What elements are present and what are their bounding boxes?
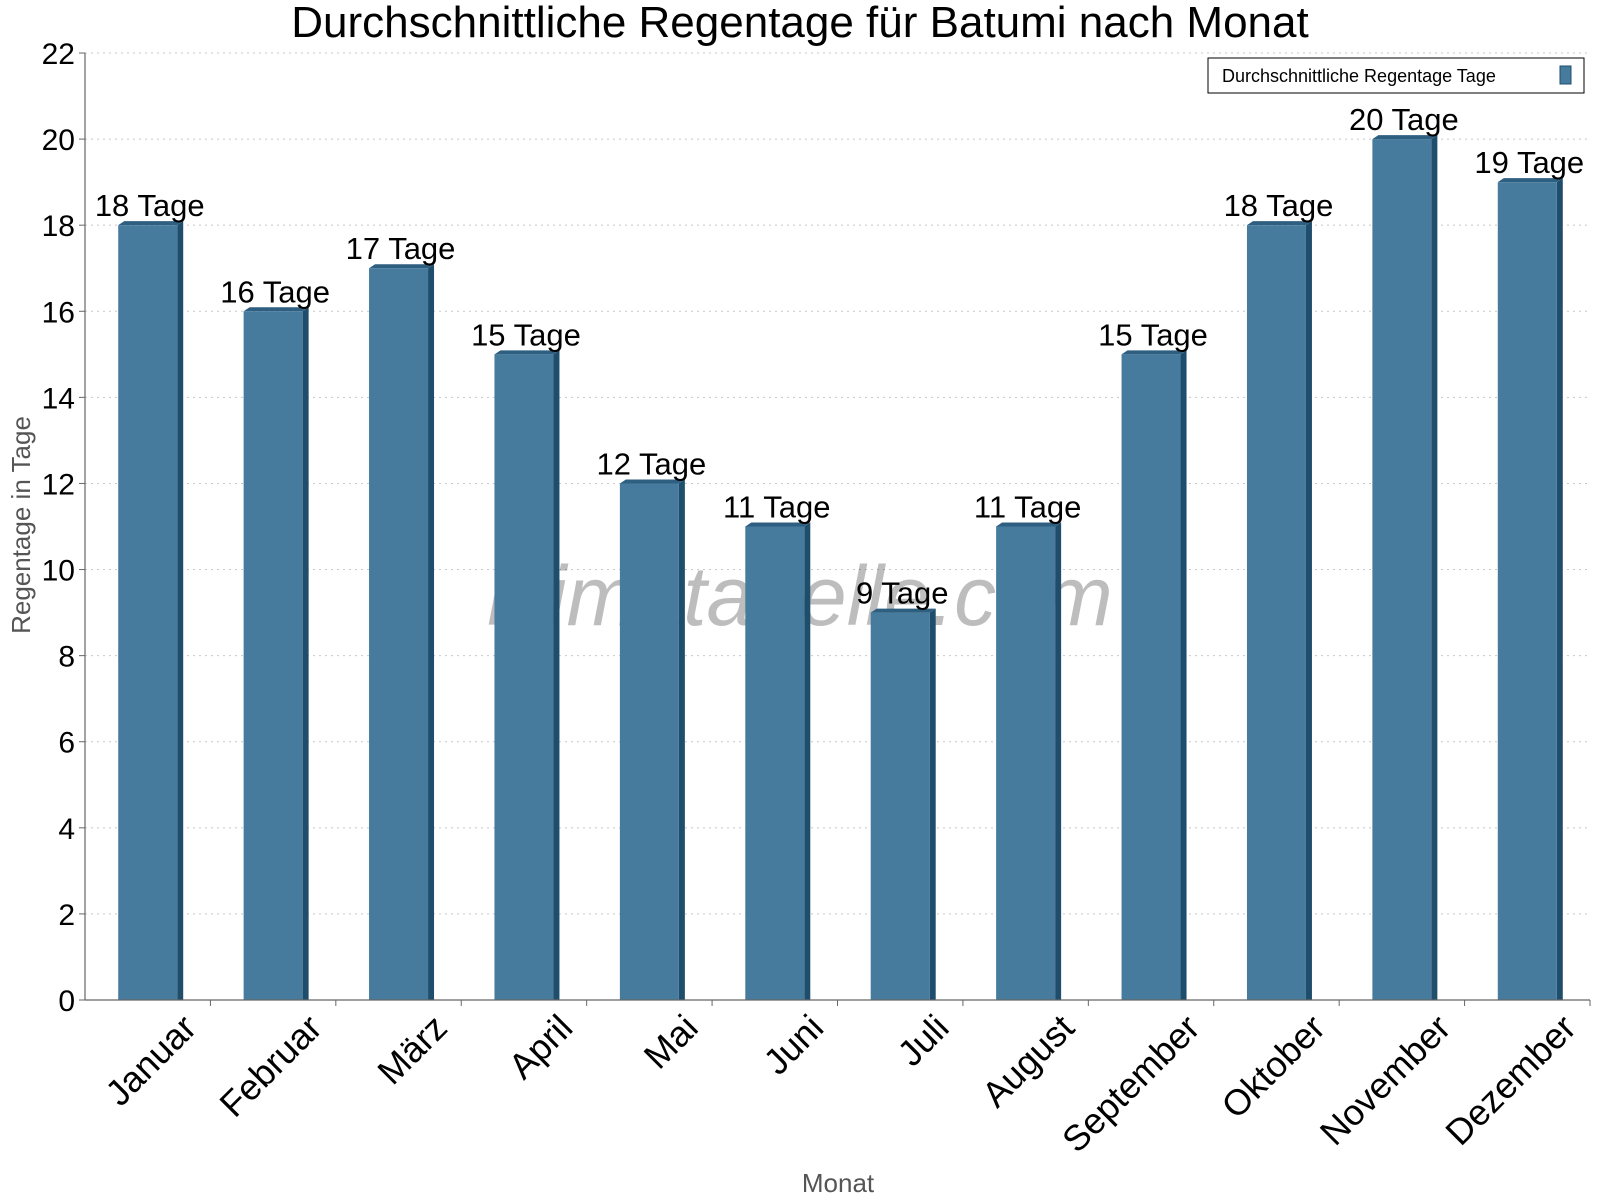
bar-side (1431, 135, 1438, 1000)
data-label: 18 Tage (1224, 188, 1334, 223)
bar-side (1055, 522, 1062, 1000)
y-tick-label: 16 (42, 296, 75, 329)
x-tick-label: Februar (211, 1007, 329, 1125)
data-label: 12 Tage (596, 446, 706, 481)
x-tick-label: Mai (636, 1007, 706, 1077)
y-axis-label: Regentage in Tage (6, 416, 36, 634)
bar-face (745, 526, 805, 1000)
bar (619, 479, 685, 1000)
bar-side (678, 479, 685, 1000)
bar-face (1372, 139, 1432, 1000)
bar-side (553, 350, 560, 1000)
data-label: 11 Tage (974, 490, 1081, 525)
y-tick-label: 8 (58, 641, 75, 674)
y-tick-label: 0 (58, 985, 75, 1018)
bar (494, 350, 560, 1000)
y-tick-label: 22 (42, 38, 75, 71)
bar (243, 307, 309, 1001)
bar-side (804, 522, 811, 1000)
bar-top (243, 307, 309, 312)
bar-side (929, 608, 936, 1000)
y-tick-label: 10 (42, 555, 75, 588)
data-label: 15 Tage (471, 317, 581, 352)
bar-side (428, 264, 435, 1000)
bar-face (870, 612, 930, 1000)
bar-face (494, 354, 554, 1000)
data-label: 18 Tage (95, 188, 205, 223)
bar (1121, 350, 1187, 1000)
bar-face (1246, 225, 1306, 1000)
legend-box (1207, 57, 1585, 94)
bar-top (369, 264, 435, 269)
y-tick-label: 2 (58, 899, 75, 932)
data-label: 11 Tage (723, 490, 830, 525)
x-tick-label: Juli (889, 1007, 956, 1074)
data-label: 9 Tage (856, 576, 949, 611)
bar-top (1246, 221, 1312, 226)
bar-side (1556, 178, 1563, 1001)
bar-top (745, 522, 811, 527)
x-tick-label: August (974, 1007, 1082, 1115)
bar (996, 522, 1062, 1000)
data-label: 17 Tage (346, 231, 456, 266)
y-tick-label: 18 (42, 210, 75, 243)
bar (870, 608, 936, 1000)
bar-side (177, 221, 184, 1000)
bar (1372, 135, 1438, 1000)
x-tick-label: Dezember (1437, 1007, 1583, 1153)
data-label: 20 Tage (1349, 102, 1459, 137)
bar-side (1305, 221, 1312, 1000)
bar-side (302, 307, 309, 1001)
bar-face (996, 526, 1056, 1000)
bar-top (619, 479, 685, 484)
chart-title: Durchschnittliche Regentage für Batumi n… (291, 0, 1308, 47)
x-tick-label: März (369, 1007, 455, 1093)
data-label: 16 Tage (220, 274, 330, 309)
x-axis-label: Monat (802, 1168, 875, 1198)
legend: Durchschnittliche Regentage Tage (1207, 57, 1585, 94)
bar-series (118, 135, 1563, 1001)
x-tick-label: November (1312, 1007, 1458, 1153)
bar (1246, 221, 1312, 1000)
bar-face (1497, 182, 1557, 1001)
bar-top (1121, 350, 1187, 355)
x-axis-ticks: Januar Februar März April Mai Juni Juli AugustS… (97, 1000, 1591, 1161)
y-tick-label: 12 (42, 468, 75, 501)
data-labels: 18 Tage 16 Tage 17 Tage 15 Tage 12 Tage 11 Ta… (95, 102, 1584, 610)
bar-face (118, 225, 178, 1000)
y-tick-label: 6 (58, 727, 75, 760)
axes (84, 53, 1590, 1001)
y-tick-label: 20 (42, 124, 75, 157)
bar (745, 522, 811, 1000)
data-label: 19 Tage (1474, 145, 1584, 180)
bar-face (243, 311, 303, 1001)
bar-face (1121, 354, 1181, 1000)
y-tick-label: 14 (42, 382, 75, 415)
bar-top (118, 221, 184, 226)
legend-label: Durchschnittliche Regentage Tage (1222, 66, 1496, 86)
x-tick-label: September (1054, 1007, 1208, 1161)
x-tick-label: April (500, 1007, 580, 1087)
bar-side (1180, 350, 1187, 1000)
y-tick-label: 4 (58, 813, 75, 846)
x-tick-label: Oktober (1213, 1007, 1333, 1127)
bar (369, 264, 435, 1000)
grid-lines (85, 52, 1590, 915)
bar-face (619, 483, 679, 1000)
bar (1497, 178, 1563, 1001)
data-label: 15 Tage (1098, 317, 1208, 352)
bar-top (996, 522, 1062, 527)
bar (118, 221, 184, 1000)
bar-top (1497, 178, 1563, 183)
x-tick-label: Januar (97, 1007, 204, 1114)
bar-top (494, 350, 560, 355)
bar-top (1372, 135, 1438, 140)
bar-face (369, 268, 429, 1000)
y-axis-ticks: 0 2 4 6 8 10 12 14 16 18 20 22 (42, 38, 85, 1018)
bar-top (870, 608, 936, 613)
legend-swatch (1559, 65, 1572, 85)
x-tick-label: Juni (755, 1007, 831, 1083)
